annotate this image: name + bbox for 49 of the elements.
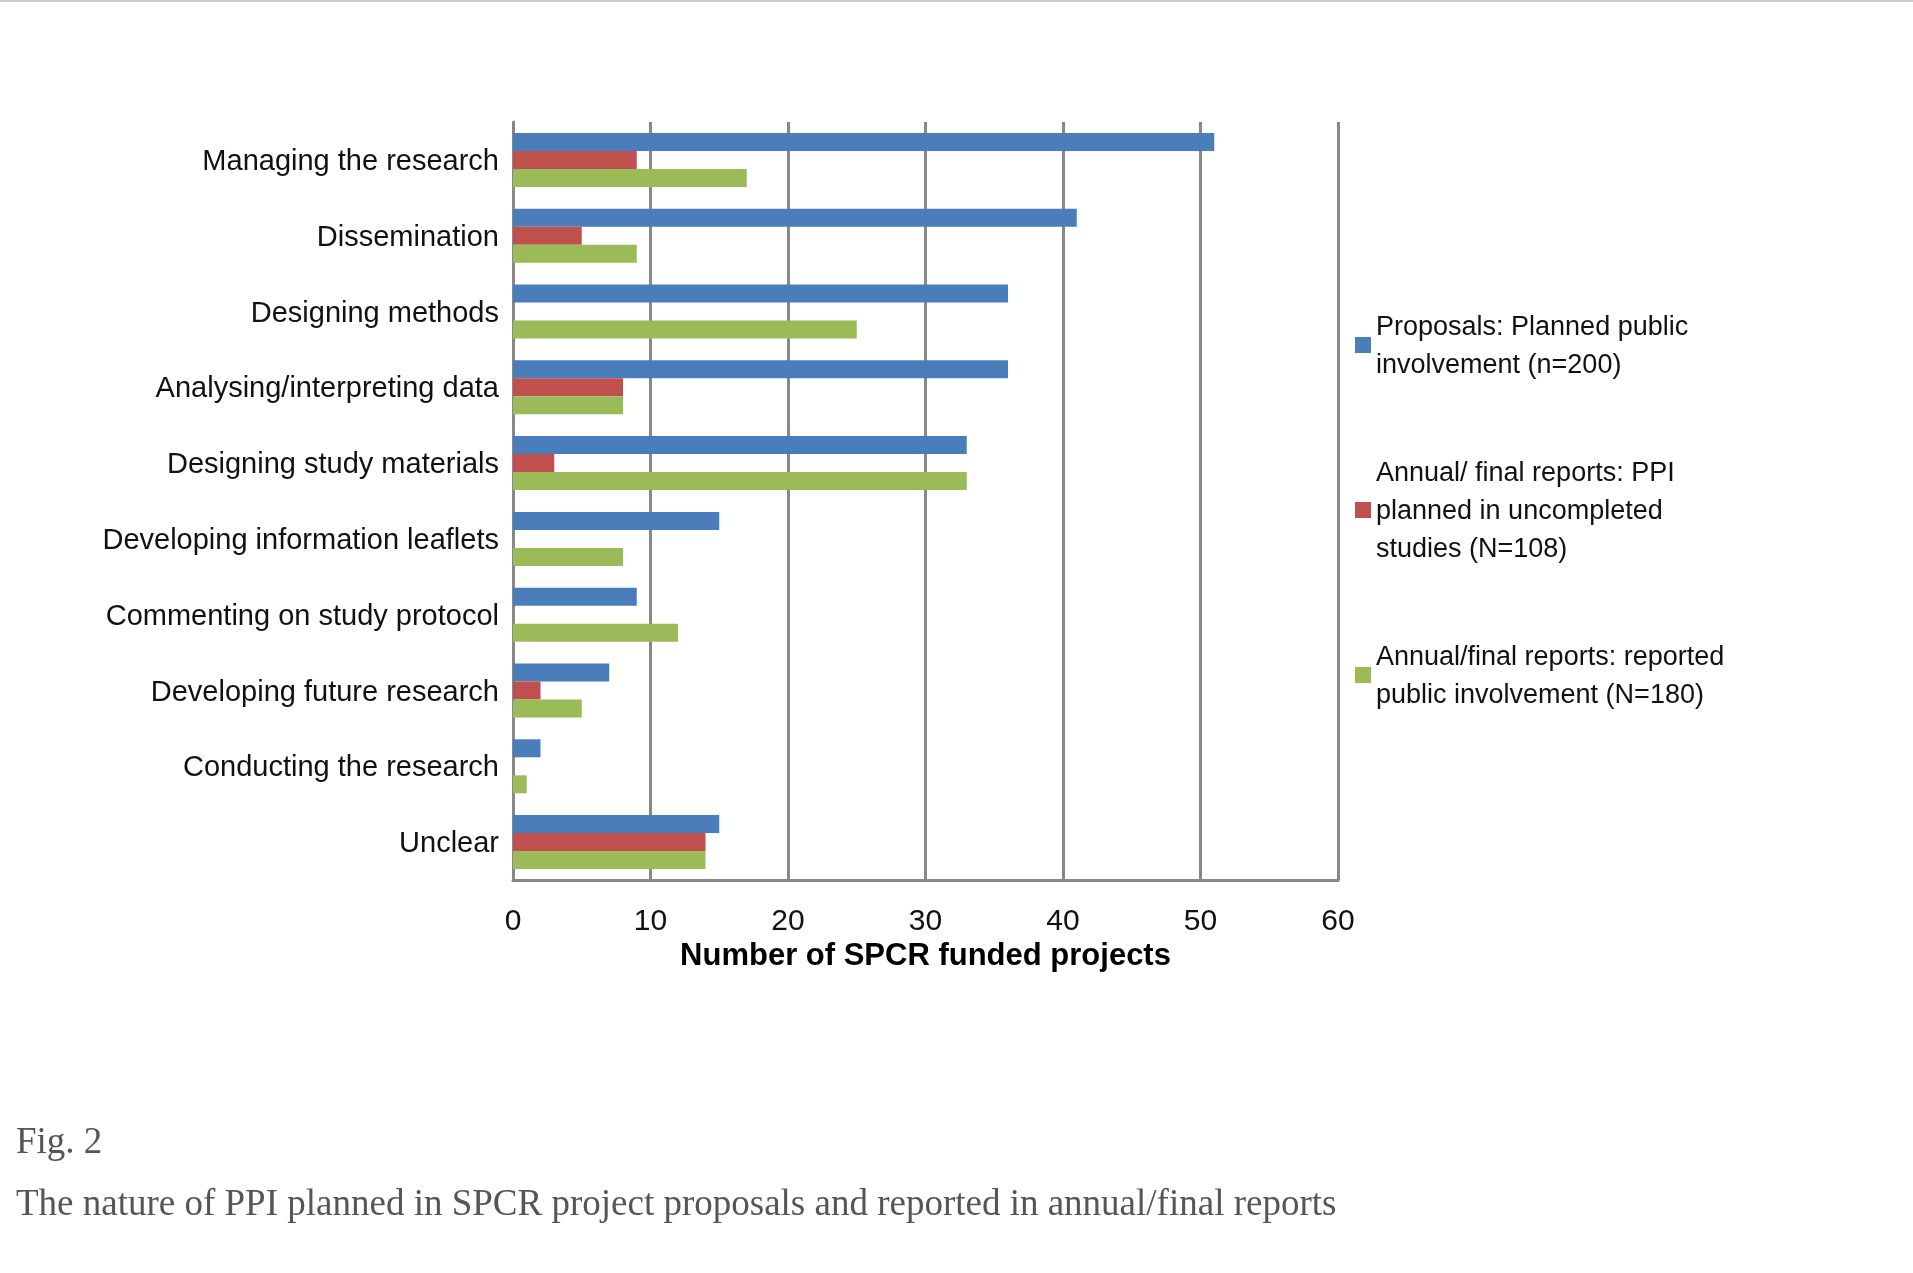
y-tick-label: Commenting on study protocol bbox=[105, 598, 499, 631]
bar bbox=[513, 244, 637, 263]
x-tick-label: 60 bbox=[1321, 902, 1355, 936]
text: The nature of PPI planned in SPCR project proposals and reported in annual/final reports bbox=[16, 1182, 1337, 1223]
x-tick-label: 50 bbox=[1183, 902, 1218, 936]
y-tick-label: Dissemination bbox=[316, 219, 499, 252]
bar bbox=[513, 663, 610, 682]
x-tick-label: 40 bbox=[1046, 902, 1080, 936]
x-axis-title: Number of SPCR funded projects bbox=[680, 936, 1171, 972]
bar bbox=[513, 436, 967, 455]
bar bbox=[513, 454, 555, 473]
bar bbox=[513, 208, 1077, 227]
bar bbox=[513, 511, 720, 530]
bar bbox=[513, 815, 720, 834]
bar bbox=[513, 150, 637, 169]
x-tick-label: 30 bbox=[908, 902, 943, 936]
bar bbox=[513, 699, 582, 718]
legend-label: Annual/final reports: reported public involvement (N=180) bbox=[1376, 641, 1732, 709]
y-tick-label: Analysing/interpreting data bbox=[155, 371, 500, 404]
x-tick-label: 0 bbox=[504, 902, 522, 936]
bar bbox=[513, 472, 967, 491]
y-tick-label: Developing information leaflets bbox=[102, 522, 499, 555]
y-tick-label: Developing future research bbox=[150, 674, 499, 707]
bar bbox=[513, 739, 541, 758]
y-tick-label: Managing the research bbox=[202, 143, 499, 176]
bar bbox=[513, 587, 637, 606]
bar bbox=[513, 775, 527, 794]
bar bbox=[513, 226, 582, 245]
caption: Fig. 2 bbox=[16, 1120, 103, 1161]
x-tick-label: 10 bbox=[633, 902, 668, 936]
bar bbox=[513, 547, 623, 566]
bar bbox=[513, 284, 1008, 303]
bar bbox=[513, 681, 541, 700]
bar bbox=[513, 360, 1008, 379]
bar bbox=[513, 396, 623, 415]
bar bbox=[513, 851, 706, 870]
legend-label: Annual/ final reports: PPI planned in uncompleted studies (N=108) bbox=[1376, 457, 1683, 563]
x-tick-label: 20 bbox=[771, 902, 805, 936]
y-tick-label: Designing methods bbox=[250, 295, 499, 328]
bar bbox=[513, 132, 1215, 151]
bar bbox=[513, 320, 857, 339]
bar bbox=[513, 833, 706, 852]
y-tick-label: Designing study materials bbox=[166, 447, 499, 480]
bar bbox=[513, 623, 678, 642]
bar bbox=[513, 168, 747, 187]
y-tick-label: Unclear bbox=[399, 826, 500, 859]
bar bbox=[513, 378, 623, 397]
legend-label: Proposals: Planned public involvement (n=200) bbox=[1376, 311, 1696, 379]
y-tick-label: Conducting the research bbox=[183, 750, 499, 783]
